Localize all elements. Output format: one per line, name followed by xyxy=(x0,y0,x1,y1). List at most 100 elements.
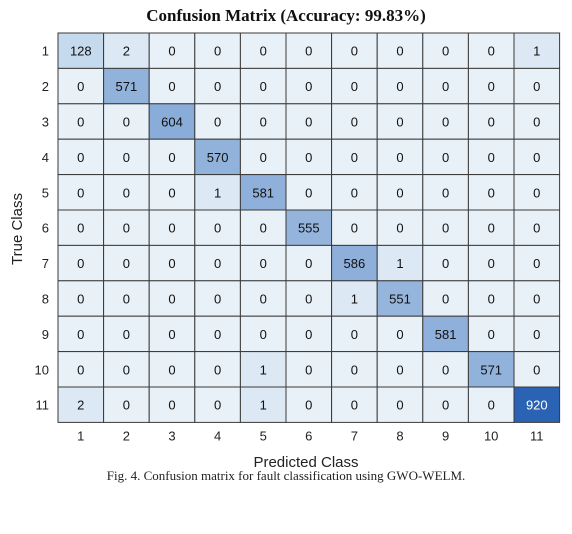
cell-value-r11-c5: 1 xyxy=(260,398,267,413)
matrix-cell-r4-c1 xyxy=(57,138,105,176)
cell-value-r10-c3: 0 xyxy=(168,362,175,377)
cell-value-r9-c8: 0 xyxy=(396,327,403,342)
matrix-cell-r7-c6 xyxy=(285,244,333,282)
cell-value-r10-c11: 0 xyxy=(533,362,540,377)
matrix-cell-r2-c3 xyxy=(148,67,196,105)
cell-value-r11-c10: 0 xyxy=(488,398,495,413)
cell-value-r10-c9: 0 xyxy=(442,362,449,377)
cell-value-r8-c4: 0 xyxy=(214,292,221,307)
matrix-cell-r4-c5 xyxy=(239,138,287,176)
matrix-cell-r6-c9 xyxy=(422,209,469,246)
cell-value-r11-c2: 0 xyxy=(123,398,130,413)
cell-value-r3-c10: 0 xyxy=(488,115,495,130)
cell-value-r8-c3: 0 xyxy=(168,292,175,307)
cell-value-r9-c4: 0 xyxy=(214,327,221,342)
cell-value-r3-c9: 0 xyxy=(442,115,449,130)
cell-value-r7-c3: 0 xyxy=(168,256,175,271)
cell-value-r1-c8: 0 xyxy=(396,44,403,59)
cell-value-r1-c5: 0 xyxy=(260,44,267,59)
matrix-cell-r4-c8 xyxy=(376,138,424,176)
matrix-cell-r9-c7 xyxy=(331,315,378,353)
cell-value-r4-c10: 0 xyxy=(488,150,495,165)
x-axis-label: Predicted Class xyxy=(253,454,358,471)
matrix-cell-r8-c3 xyxy=(148,280,196,317)
cell-value-r6-c7: 0 xyxy=(351,221,358,236)
matrix-cell-r11-c4 xyxy=(194,386,241,423)
cell-value-r8-c1: 0 xyxy=(77,292,84,307)
cell-value-r11-c9: 0 xyxy=(442,398,449,413)
matrix-cell-r4-c4 xyxy=(194,138,241,176)
matrix-cell-r11-c1 xyxy=(57,386,105,423)
matrix-cell-r5-c2 xyxy=(103,174,150,211)
cell-value-r2-c6: 0 xyxy=(305,79,312,94)
cell-value-r10-c4: 0 xyxy=(214,362,221,377)
matrix-cell-r5-c4 xyxy=(194,174,241,211)
cell-value-r2-c5: 0 xyxy=(260,79,267,94)
cell-value-r1-c11: 1 xyxy=(533,44,540,59)
cell-value-r7-c11: 0 xyxy=(533,256,540,271)
matrix-cell-r6-c7 xyxy=(331,209,378,246)
matrix-cell-r1-c6 xyxy=(285,32,333,69)
matrix-cell-r3-c6 xyxy=(285,103,333,140)
matrix-cell-r4-c6 xyxy=(285,138,333,176)
y-tick-label: 4 xyxy=(42,150,49,165)
cell-value-r4-c4: 570 xyxy=(207,150,229,165)
y-tick-label: 7 xyxy=(42,256,49,271)
matrix-cell-r5-c7 xyxy=(331,174,378,211)
figure-caption: Fig. 4. Confusion matrix for fault class… xyxy=(106,468,466,483)
matrix-cell-r3-c5 xyxy=(239,103,287,140)
cell-value-r11-c4: 0 xyxy=(214,398,221,413)
matrix-cell-r8-c8 xyxy=(376,280,424,317)
cell-value-r6-c3: 0 xyxy=(168,221,175,236)
cell-value-r5-c10: 0 xyxy=(488,185,495,200)
matrix-cell-r5-c6 xyxy=(285,174,333,211)
matrix-cell-r10-c1 xyxy=(57,351,105,388)
cell-value-r5-c11: 0 xyxy=(533,185,540,200)
x-tick-label: 6 xyxy=(305,428,312,443)
cell-value-r8-c10: 0 xyxy=(488,292,495,307)
cell-value-r11-c7: 0 xyxy=(351,398,358,413)
y-axis-label: True Class xyxy=(9,193,26,265)
cell-value-r5-c3: 0 xyxy=(168,185,175,200)
x-tick-label: 5 xyxy=(260,428,267,443)
cell-value-r2-c8: 0 xyxy=(396,79,403,94)
matrix-cell-r2-c7 xyxy=(331,67,378,105)
cell-value-r8-c9: 0 xyxy=(442,292,449,307)
matrix-cell-r11-c11 xyxy=(513,386,561,423)
matrix-cell-r5-c8 xyxy=(376,174,424,211)
matrix-cell-r11-c9 xyxy=(422,386,469,423)
cell-value-r1-c6: 0 xyxy=(305,44,312,59)
x-tick-label: 10 xyxy=(484,428,498,443)
cell-value-r5-c2: 0 xyxy=(123,185,130,200)
matrix-cell-r9-c9 xyxy=(422,315,469,353)
matrix-cell-r1-c7 xyxy=(331,32,378,69)
cell-value-r10-c8: 0 xyxy=(396,362,403,377)
matrix-cell-r7-c7 xyxy=(331,244,378,282)
cell-value-r11-c3: 0 xyxy=(168,398,175,413)
matrix-cell-r6-c4 xyxy=(194,209,241,246)
cell-value-r5-c6: 0 xyxy=(305,185,312,200)
cell-value-r9-c10: 0 xyxy=(488,327,495,342)
cell-value-r9-c11: 0 xyxy=(533,327,540,342)
matrix-cell-r8-c11 xyxy=(513,280,561,317)
x-tick-label: 11 xyxy=(530,428,544,443)
x-tick-label: 8 xyxy=(396,428,403,443)
cell-value-r11-c11: 920 xyxy=(526,398,548,413)
cell-value-r10-c2: 0 xyxy=(123,362,130,377)
cell-value-r9-c7: 0 xyxy=(351,327,358,342)
cell-value-r6-c11: 0 xyxy=(533,221,540,236)
cell-value-r10-c1: 0 xyxy=(77,362,84,377)
x-tick-label: 9 xyxy=(442,428,449,443)
cell-value-r3-c4: 0 xyxy=(214,115,221,130)
cell-value-r6-c1: 0 xyxy=(77,221,84,236)
cell-value-r8-c11: 0 xyxy=(533,292,540,307)
matrix-cell-r9-c6 xyxy=(285,315,333,353)
x-tick-label: 3 xyxy=(168,428,175,443)
cell-value-r9-c6: 0 xyxy=(305,327,312,342)
cell-value-r2-c9: 0 xyxy=(442,79,449,94)
cell-value-r2-c7: 0 xyxy=(351,79,358,94)
x-tick-label: 4 xyxy=(214,428,221,443)
x-tick-label: 2 xyxy=(123,428,130,443)
cell-value-r3-c8: 0 xyxy=(396,115,403,130)
